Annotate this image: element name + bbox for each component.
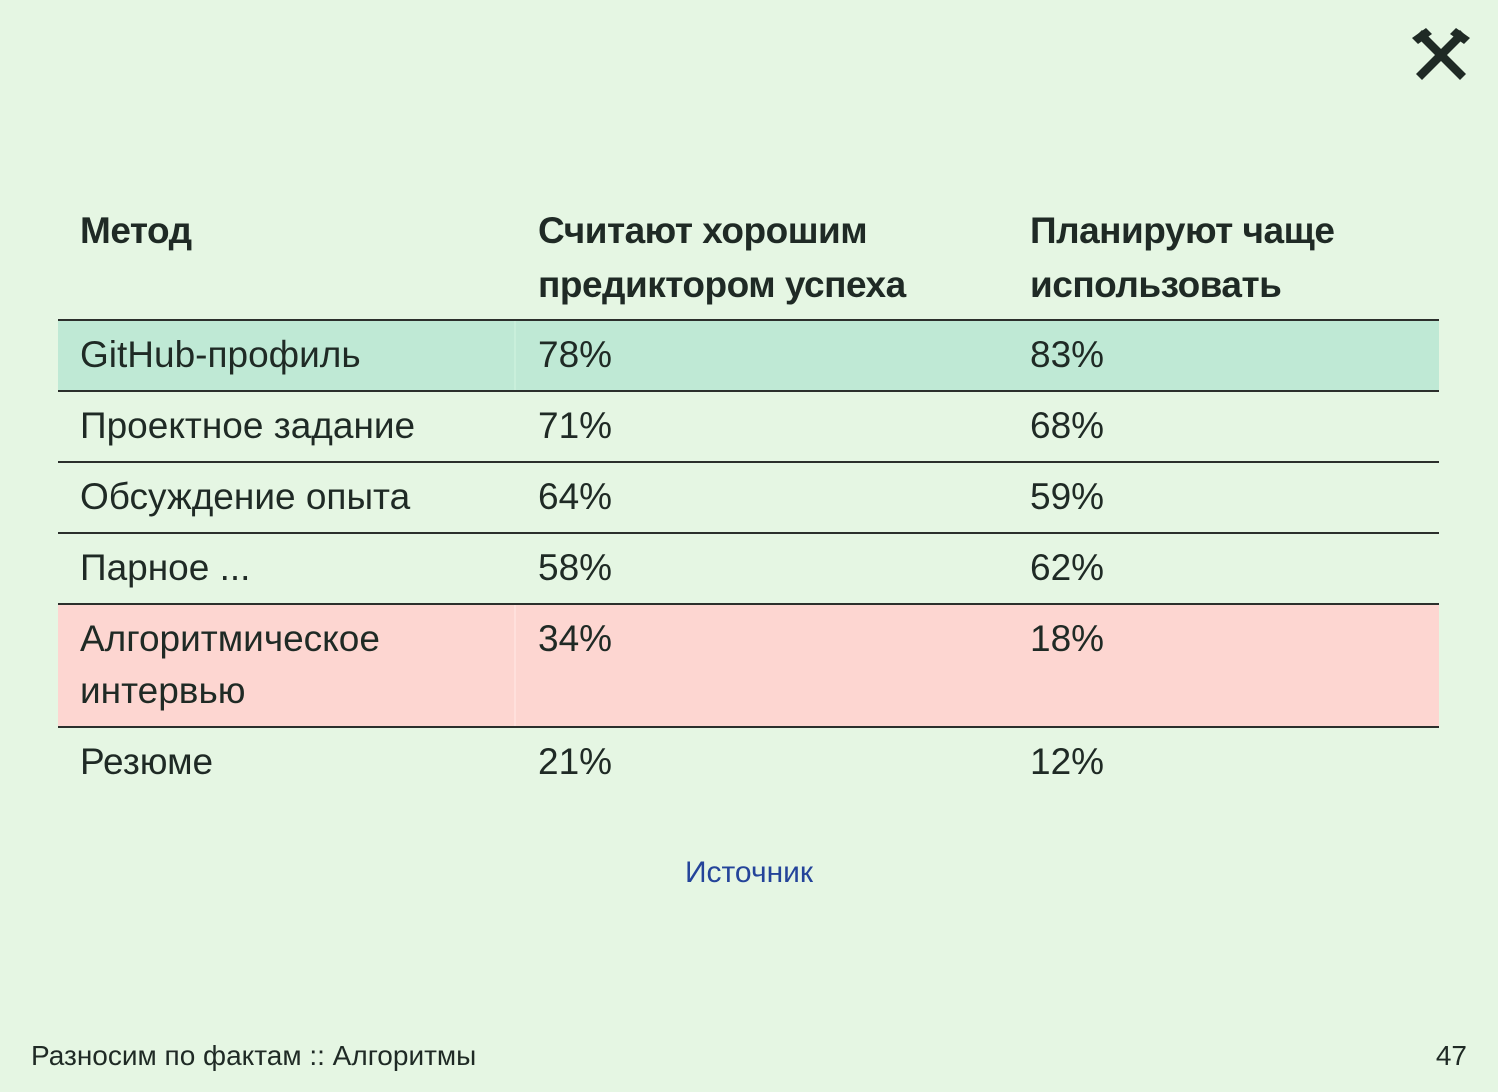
cell-plan: 18%	[1030, 618, 1105, 659]
cell-method: Алгоритмическое интервью	[58, 605, 516, 726]
header-plan: Планируют чаще использовать	[1030, 210, 1335, 305]
header-predictor: Считают хорошим предиктором успеха	[538, 210, 906, 305]
comparison-table: Метод Считают хорошим предиктором успеха…	[58, 196, 1439, 799]
cell-method: Обсуждение опыта	[80, 476, 411, 517]
cell-plan: 59%	[1030, 476, 1105, 517]
cell-method: Проектное задание	[80, 405, 416, 446]
table-row: Резюме 21% 12%	[58, 728, 1439, 799]
cell-predictor: 34%	[538, 618, 613, 659]
cell-plan: 62%	[1030, 547, 1105, 588]
cell-plan: 68%	[1030, 405, 1105, 446]
table-row: Проектное задание 71% 68%	[58, 392, 1439, 463]
cell-predictor: 71%	[538, 405, 613, 446]
cell-plan: 12%	[1030, 741, 1105, 782]
source-link[interactable]: Источник	[684, 856, 814, 889]
cell-predictor: 21%	[538, 741, 613, 782]
table-row: Алгоритмическое интервью 34% 18%	[58, 605, 1439, 728]
table-row: Парное ... 58% 62%	[58, 534, 1439, 605]
cell-method: GitHub-профиль	[58, 321, 516, 390]
table-row: GitHub-профиль 78% 83%	[58, 321, 1439, 392]
footer-title: Разносим по фактам :: Алгоритмы	[31, 1040, 477, 1071]
cell-predictor: 64%	[538, 476, 613, 517]
crossed-hammers-logo-icon	[1412, 28, 1470, 80]
cell-plan: 83%	[1030, 334, 1105, 375]
cell-predictor: 78%	[538, 334, 613, 375]
cell-method: Резюме	[80, 741, 214, 782]
page-number: 47	[1435, 1040, 1467, 1071]
cell-predictor: 58%	[538, 547, 613, 588]
table-header-row: Метод Считают хорошим предиктором успеха…	[58, 196, 1439, 321]
header-method: Метод	[80, 210, 192, 251]
cell-method: Парное ...	[80, 547, 251, 588]
table-row: Обсуждение опыта 64% 59%	[58, 463, 1439, 534]
